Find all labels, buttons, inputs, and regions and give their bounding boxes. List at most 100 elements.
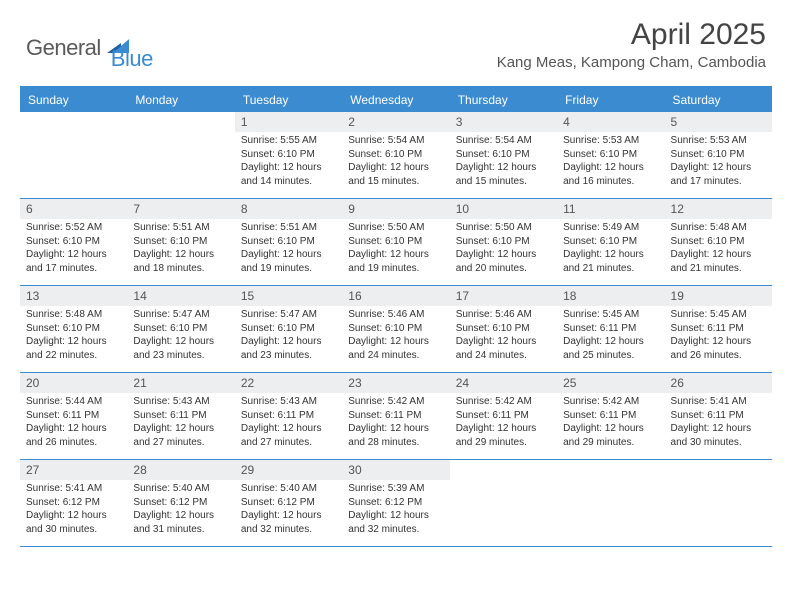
daylight-text: Daylight: 12 hours and 26 minutes. xyxy=(671,335,766,362)
sunset-text: Sunset: 6:12 PM xyxy=(133,496,228,510)
sunset-text: Sunset: 6:11 PM xyxy=(671,409,766,423)
sunset-text: Sunset: 6:11 PM xyxy=(348,409,443,423)
day-number: 16 xyxy=(342,286,449,306)
cell-body: Sunrise: 5:43 AMSunset: 6:11 PMDaylight:… xyxy=(235,393,342,453)
sunrise-text: Sunrise: 5:46 AM xyxy=(456,308,551,322)
sunset-text: Sunset: 6:10 PM xyxy=(26,322,121,336)
sunrise-text: Sunrise: 5:54 AM xyxy=(348,134,443,148)
calendar-cell: 30Sunrise: 5:39 AMSunset: 6:12 PMDayligh… xyxy=(342,460,449,546)
day-number: 5 xyxy=(665,112,772,132)
sunrise-text: Sunrise: 5:42 AM xyxy=(348,395,443,409)
sunrise-text: Sunrise: 5:55 AM xyxy=(241,134,336,148)
cell-body: Sunrise: 5:50 AMSunset: 6:10 PMDaylight:… xyxy=(342,219,449,279)
day-number: 22 xyxy=(235,373,342,393)
daylight-text: Daylight: 12 hours and 19 minutes. xyxy=(348,248,443,275)
calendar-cell: 18Sunrise: 5:45 AMSunset: 6:11 PMDayligh… xyxy=(557,286,664,372)
calendar-cell: 13Sunrise: 5:48 AMSunset: 6:10 PMDayligh… xyxy=(20,286,127,372)
calendar-cell: 23Sunrise: 5:42 AMSunset: 6:11 PMDayligh… xyxy=(342,373,449,459)
daylight-text: Daylight: 12 hours and 20 minutes. xyxy=(456,248,551,275)
calendar-cell xyxy=(665,460,772,546)
calendar-cell: 2Sunrise: 5:54 AMSunset: 6:10 PMDaylight… xyxy=(342,112,449,198)
daylight-text: Daylight: 12 hours and 23 minutes. xyxy=(133,335,228,362)
calendar-cell: 16Sunrise: 5:46 AMSunset: 6:10 PMDayligh… xyxy=(342,286,449,372)
daylight-text: Daylight: 12 hours and 22 minutes. xyxy=(26,335,121,362)
calendar-week: 1Sunrise: 5:55 AMSunset: 6:10 PMDaylight… xyxy=(20,112,772,199)
sunset-text: Sunset: 6:11 PM xyxy=(563,322,658,336)
sunrise-text: Sunrise: 5:53 AM xyxy=(563,134,658,148)
daylight-text: Daylight: 12 hours and 15 minutes. xyxy=(348,161,443,188)
day-number: 18 xyxy=(557,286,664,306)
calendar: Sunday Monday Tuesday Wednesday Thursday… xyxy=(20,86,772,547)
weeks-container: 1Sunrise: 5:55 AMSunset: 6:10 PMDaylight… xyxy=(20,112,772,547)
logo-text-blue: Blue xyxy=(111,46,153,72)
calendar-cell xyxy=(557,460,664,546)
cell-body: Sunrise: 5:54 AMSunset: 6:10 PMDaylight:… xyxy=(450,132,557,192)
sunrise-text: Sunrise: 5:52 AM xyxy=(26,221,121,235)
daylight-text: Daylight: 12 hours and 32 minutes. xyxy=(241,509,336,536)
day-number: 15 xyxy=(235,286,342,306)
calendar-cell: 12Sunrise: 5:48 AMSunset: 6:10 PMDayligh… xyxy=(665,199,772,285)
cell-body: Sunrise: 5:50 AMSunset: 6:10 PMDaylight:… xyxy=(450,219,557,279)
calendar-cell xyxy=(127,112,234,198)
cell-body: Sunrise: 5:46 AMSunset: 6:10 PMDaylight:… xyxy=(342,306,449,366)
sunrise-text: Sunrise: 5:51 AM xyxy=(133,221,228,235)
calendar-cell: 27Sunrise: 5:41 AMSunset: 6:12 PMDayligh… xyxy=(20,460,127,546)
day-number: 23 xyxy=(342,373,449,393)
sunrise-text: Sunrise: 5:47 AM xyxy=(241,308,336,322)
calendar-cell: 24Sunrise: 5:42 AMSunset: 6:11 PMDayligh… xyxy=(450,373,557,459)
day-number: 30 xyxy=(342,460,449,480)
cell-body: Sunrise: 5:51 AMSunset: 6:10 PMDaylight:… xyxy=(127,219,234,279)
sunrise-text: Sunrise: 5:49 AM xyxy=(563,221,658,235)
calendar-cell: 9Sunrise: 5:50 AMSunset: 6:10 PMDaylight… xyxy=(342,199,449,285)
daylight-text: Daylight: 12 hours and 24 minutes. xyxy=(456,335,551,362)
day-number: 24 xyxy=(450,373,557,393)
sunset-text: Sunset: 6:11 PM xyxy=(671,322,766,336)
daylight-text: Daylight: 12 hours and 17 minutes. xyxy=(26,248,121,275)
day-number: 28 xyxy=(127,460,234,480)
calendar-cell xyxy=(20,112,127,198)
sunrise-text: Sunrise: 5:40 AM xyxy=(241,482,336,496)
day-number: 10 xyxy=(450,199,557,219)
cell-body: Sunrise: 5:45 AMSunset: 6:11 PMDaylight:… xyxy=(665,306,772,366)
sunset-text: Sunset: 6:10 PM xyxy=(26,235,121,249)
sunset-text: Sunset: 6:10 PM xyxy=(348,322,443,336)
cell-body: Sunrise: 5:42 AMSunset: 6:11 PMDaylight:… xyxy=(450,393,557,453)
daylight-text: Daylight: 12 hours and 27 minutes. xyxy=(241,422,336,449)
daylight-text: Daylight: 12 hours and 28 minutes. xyxy=(348,422,443,449)
sunrise-text: Sunrise: 5:43 AM xyxy=(241,395,336,409)
calendar-cell: 4Sunrise: 5:53 AMSunset: 6:10 PMDaylight… xyxy=(557,112,664,198)
month-title: April 2025 xyxy=(497,18,766,52)
calendar-cell: 15Sunrise: 5:47 AMSunset: 6:10 PMDayligh… xyxy=(235,286,342,372)
sunset-text: Sunset: 6:10 PM xyxy=(671,148,766,162)
cell-body: Sunrise: 5:51 AMSunset: 6:10 PMDaylight:… xyxy=(235,219,342,279)
sunset-text: Sunset: 6:11 PM xyxy=(456,409,551,423)
day-number: 29 xyxy=(235,460,342,480)
sunrise-text: Sunrise: 5:42 AM xyxy=(563,395,658,409)
calendar-cell: 8Sunrise: 5:51 AMSunset: 6:10 PMDaylight… xyxy=(235,199,342,285)
cell-body: Sunrise: 5:47 AMSunset: 6:10 PMDaylight:… xyxy=(235,306,342,366)
sunset-text: Sunset: 6:11 PM xyxy=(26,409,121,423)
sunset-text: Sunset: 6:10 PM xyxy=(241,322,336,336)
cell-body: Sunrise: 5:53 AMSunset: 6:10 PMDaylight:… xyxy=(557,132,664,192)
day-number: 27 xyxy=(20,460,127,480)
sunrise-text: Sunrise: 5:43 AM xyxy=(133,395,228,409)
sunrise-text: Sunrise: 5:54 AM xyxy=(456,134,551,148)
calendar-cell: 25Sunrise: 5:42 AMSunset: 6:11 PMDayligh… xyxy=(557,373,664,459)
calendar-cell: 7Sunrise: 5:51 AMSunset: 6:10 PMDaylight… xyxy=(127,199,234,285)
daylight-text: Daylight: 12 hours and 30 minutes. xyxy=(26,509,121,536)
location-text: Kang Meas, Kampong Cham, Cambodia xyxy=(497,54,766,71)
sunrise-text: Sunrise: 5:53 AM xyxy=(671,134,766,148)
cell-body xyxy=(450,464,557,470)
cell-body: Sunrise: 5:42 AMSunset: 6:11 PMDaylight:… xyxy=(342,393,449,453)
daylight-text: Daylight: 12 hours and 29 minutes. xyxy=(456,422,551,449)
calendar-cell: 6Sunrise: 5:52 AMSunset: 6:10 PMDaylight… xyxy=(20,199,127,285)
daylight-text: Daylight: 12 hours and 32 minutes. xyxy=(348,509,443,536)
calendar-cell: 19Sunrise: 5:45 AMSunset: 6:11 PMDayligh… xyxy=(665,286,772,372)
daylight-text: Daylight: 12 hours and 26 minutes. xyxy=(26,422,121,449)
daylight-text: Daylight: 12 hours and 27 minutes. xyxy=(133,422,228,449)
calendar-cell: 1Sunrise: 5:55 AMSunset: 6:10 PMDaylight… xyxy=(235,112,342,198)
day-number: 8 xyxy=(235,199,342,219)
sunrise-text: Sunrise: 5:40 AM xyxy=(133,482,228,496)
cell-body: Sunrise: 5:48 AMSunset: 6:10 PMDaylight:… xyxy=(665,219,772,279)
sunset-text: Sunset: 6:10 PM xyxy=(241,148,336,162)
